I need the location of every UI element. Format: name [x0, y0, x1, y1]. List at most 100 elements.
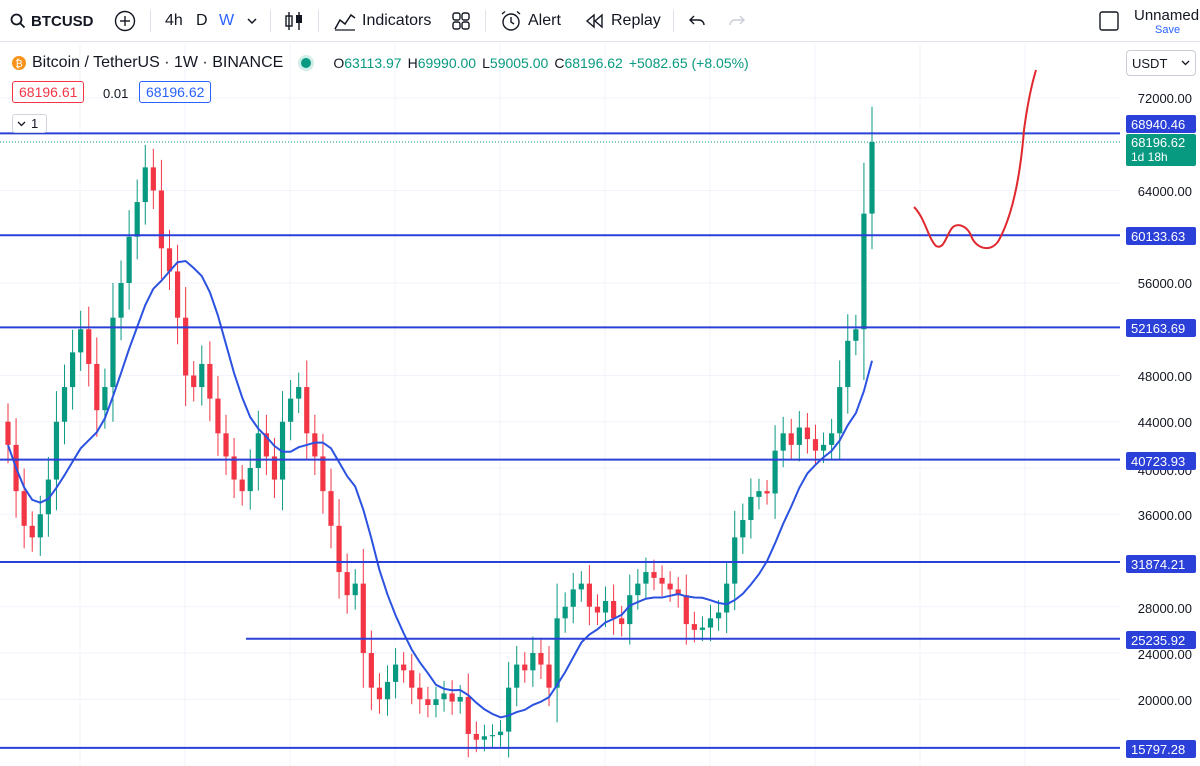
axis-label: 36000.00	[1137, 508, 1192, 523]
candle-body	[861, 213, 867, 330]
layout-name[interactable]: Unnamed	[1134, 7, 1200, 24]
axis-label: 64000.00	[1137, 184, 1192, 199]
moving-average-line	[7, 259, 873, 719]
moving-average-layer	[7, 259, 873, 719]
candle-body	[263, 433, 269, 457]
undo-icon	[689, 15, 705, 26]
candle-body	[635, 583, 641, 596]
level-tag: 31874.21	[1126, 555, 1196, 573]
timeframe-w[interactable]: W	[219, 12, 235, 29]
candle-body	[94, 363, 100, 411]
candle-body	[853, 329, 859, 341]
candle-body	[344, 572, 350, 596]
candle-body	[788, 433, 794, 445]
chevron-down-icon	[1181, 60, 1190, 66]
candle-body	[691, 624, 697, 630]
candle-body	[86, 329, 92, 364]
axis-label: 72000.00	[1137, 91, 1192, 106]
compare-button[interactable]	[114, 0, 136, 42]
candle-body	[401, 664, 407, 671]
timeframe-dropdown[interactable]	[246, 0, 258, 42]
bitcoin-icon: ₿	[12, 56, 26, 70]
templates-button[interactable]	[451, 0, 471, 42]
collapse-indicators-button[interactable]: 1	[12, 114, 47, 133]
level-tag: 68940.46	[1126, 115, 1196, 133]
candle-body	[764, 491, 770, 494]
candle-body	[643, 572, 649, 584]
chart-type-button[interactable]	[284, 0, 304, 42]
freehand-drawing[interactable]	[913, 69, 1037, 249]
svg-text:₿: ₿	[15, 58, 22, 70]
open-value: 63113.97	[344, 55, 402, 71]
symbol-title: Bitcoin / TetherUS · 1W · BINANCE	[32, 54, 284, 71]
candle-body	[21, 491, 27, 526]
candles-layer	[5, 106, 875, 758]
symbol-label: BTCUSD	[31, 12, 94, 30]
candle-body	[546, 664, 552, 688]
last-price-tag: 68196.62 1d 18h	[1126, 134, 1196, 166]
candle-body	[352, 583, 358, 596]
candle-body	[425, 699, 431, 706]
candle-body	[150, 167, 156, 191]
chevron-down-icon	[247, 18, 257, 25]
candle-body	[465, 696, 471, 734]
candle-body	[45, 479, 51, 515]
market-status-dot	[301, 58, 312, 68]
candle-body	[732, 537, 738, 584]
redo-icon	[729, 15, 745, 26]
candle-body	[53, 421, 60, 480]
change-value: +5082.65 (+8.05%)	[628, 55, 749, 71]
ohlc-values: O63113.97 H69990.00 L59005.00 C68196.62 …	[333, 55, 749, 71]
grid-icon	[452, 12, 470, 30]
save-button[interactable]: Save	[1155, 24, 1181, 36]
candle-body	[627, 595, 633, 625]
candle-body	[118, 283, 124, 318]
timeframe-4h[interactable]: 4h	[165, 12, 183, 29]
candle-body	[707, 618, 714, 628]
close-value: 68196.62	[564, 55, 623, 71]
buy-price-button[interactable]: 68196.62	[139, 81, 212, 103]
candle-body	[304, 387, 310, 434]
candle-body	[207, 363, 213, 399]
candle-body	[288, 398, 294, 422]
candle-body	[174, 271, 181, 318]
candle-body	[715, 612, 722, 619]
candle-body	[449, 693, 455, 702]
horizontal-levels-layer	[0, 132, 1120, 749]
axis-label: 20000.00	[1137, 693, 1192, 708]
candle-body	[384, 681, 391, 700]
candle-body	[142, 167, 148, 203]
candle-body	[417, 687, 423, 700]
sell-price-button[interactable]: 68196.61	[12, 81, 85, 103]
candle-body	[489, 735, 496, 737]
candle-body	[780, 433, 786, 451]
currency-select[interactable]: USDT	[1126, 50, 1196, 76]
candle-body	[191, 375, 197, 388]
candle-body	[772, 450, 778, 494]
candle-body	[699, 627, 706, 630]
rewind-icon	[585, 13, 603, 29]
replay-button[interactable]: Replay	[585, 0, 661, 42]
undo-button[interactable]	[688, 0, 706, 42]
alert-button[interactable]: Alert	[500, 0, 561, 42]
timeframe-d[interactable]: D	[196, 12, 208, 29]
candles-icon	[285, 12, 302, 30]
candle-body	[368, 653, 374, 688]
axis-label: 56000.00	[1137, 276, 1192, 291]
symbol-search[interactable]: BTCUSD	[10, 0, 94, 42]
level-tag: 25235.92	[1126, 631, 1196, 649]
indicators-button[interactable]: Indicators	[334, 0, 431, 42]
candle-body	[271, 456, 278, 480]
redo-button[interactable]	[728, 0, 746, 42]
candle-body	[199, 363, 205, 388]
plus-circle-icon	[114, 10, 136, 32]
candle-body	[497, 731, 504, 736]
layout-checkbox[interactable]	[1098, 0, 1120, 42]
candle-body	[578, 583, 584, 590]
chevron-down-icon	[17, 121, 26, 126]
low-value: 59005.00	[489, 55, 549, 71]
candle-body	[570, 589, 576, 607]
candle-body	[683, 595, 689, 625]
candle-body	[651, 572, 657, 578]
